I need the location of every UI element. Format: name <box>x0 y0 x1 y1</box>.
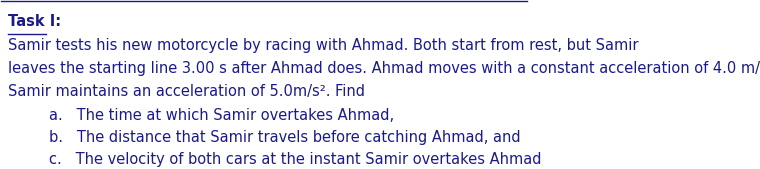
Text: leaves the starting line 3.00 s after Ahmad does. Ahmad moves with a constant ac: leaves the starting line 3.00 s after Ah… <box>8 61 760 76</box>
Text: Task I:: Task I: <box>8 14 61 29</box>
Text: a.   The time at which Samir overtakes Ahmad,: a. The time at which Samir overtakes Ahm… <box>49 108 394 123</box>
Text: Samir tests his new motorcycle by racing with Ahmad. Both start from rest, but S: Samir tests his new motorcycle by racing… <box>8 38 638 53</box>
Text: Samir maintains an acceleration of 5.0m/s². Find: Samir maintains an acceleration of 5.0m/… <box>8 84 365 99</box>
Text: c.   The velocity of both cars at the instant Samir overtakes Ahmad: c. The velocity of both cars at the inst… <box>49 152 541 167</box>
Text: b.   The distance that Samir travels before catching Ahmad, and: b. The distance that Samir travels befor… <box>49 130 521 145</box>
